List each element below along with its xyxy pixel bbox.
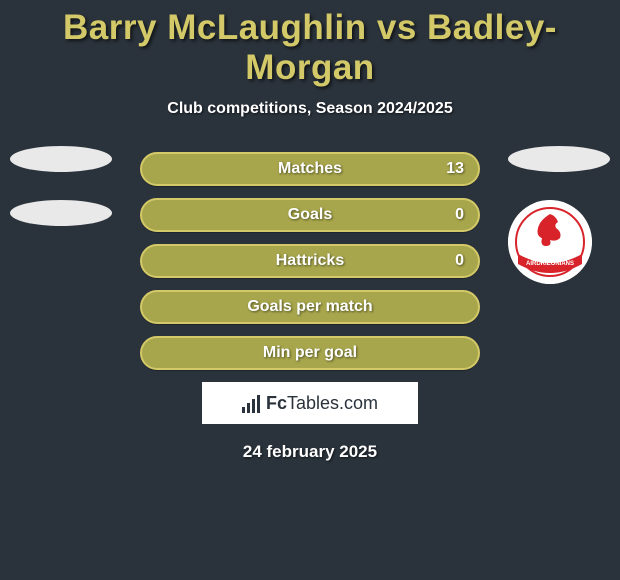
comparison-panel: AFC AIRDRIEONIANS Matches13Goals0Hattric… bbox=[0, 152, 620, 462]
stat-bars: Matches13Goals0Hattricks0Goals per match… bbox=[140, 152, 480, 370]
snapshot-date: 24 february 2025 bbox=[0, 442, 620, 462]
stat-bar: Min per goal bbox=[140, 336, 480, 370]
club-initials: AFC bbox=[541, 230, 560, 240]
brand-text: FcTables.com bbox=[266, 393, 378, 414]
left-player-badges bbox=[10, 146, 112, 254]
stat-label: Goals bbox=[142, 200, 478, 230]
stat-bar: Goals0 bbox=[140, 198, 480, 232]
subtitle: Club competitions, Season 2024/2025 bbox=[0, 100, 620, 118]
left-badge-1 bbox=[10, 146, 112, 172]
right-badge-1 bbox=[508, 146, 610, 172]
stat-label: Goals per match bbox=[142, 292, 478, 322]
stat-bar: Matches13 bbox=[140, 152, 480, 186]
brand-suffix: Tables.com bbox=[287, 393, 378, 413]
stat-value-right: 0 bbox=[455, 246, 464, 276]
club-ribbon-text: AIRDRIEONIANS bbox=[526, 261, 574, 267]
bars-chart-icon bbox=[242, 393, 260, 413]
right-player-badges: AFC AIRDRIEONIANS bbox=[508, 146, 610, 284]
stat-bar: Goals per match bbox=[140, 290, 480, 324]
right-club-crest: AFC AIRDRIEONIANS bbox=[508, 200, 592, 284]
stat-label: Hattricks bbox=[142, 246, 478, 276]
stat-bar: Hattricks0 bbox=[140, 244, 480, 278]
brand-prefix: Fc bbox=[266, 393, 287, 413]
stat-label: Matches bbox=[142, 154, 478, 184]
club-crest-icon: AFC AIRDRIEONIANS bbox=[508, 200, 592, 284]
page-title: Barry McLaughlin vs Badley-Morgan bbox=[0, 0, 620, 88]
stat-value-right: 0 bbox=[455, 200, 464, 230]
brand-logo[interactable]: FcTables.com bbox=[202, 382, 418, 424]
stat-label: Min per goal bbox=[142, 338, 478, 368]
stat-value-right: 13 bbox=[446, 154, 464, 184]
left-badge-2 bbox=[10, 200, 112, 226]
